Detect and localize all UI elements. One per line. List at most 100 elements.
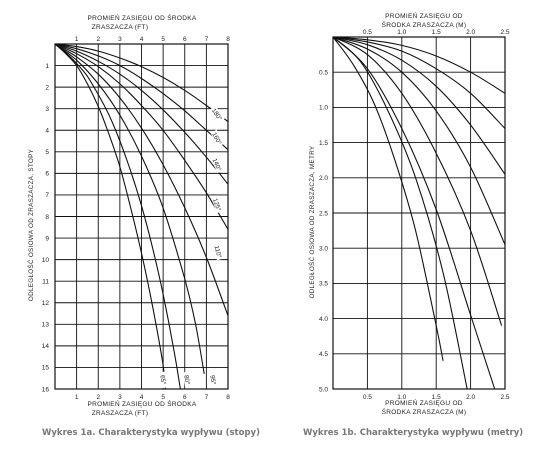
angle-label: 160°	[210, 129, 225, 148]
y-tick-label: 1	[45, 63, 49, 70]
trajectory-curve	[54, 43, 229, 230]
x-tick-label-bottom: 2	[96, 394, 100, 401]
x-tick-label-top: 2.5	[500, 29, 509, 36]
trajectory-curve	[332, 36, 468, 390]
trajectory-curve	[332, 36, 496, 390]
feet-top-axis-label-line2: ZRASZACZA (FT)	[92, 24, 149, 31]
x-tick-label-top: 5	[161, 36, 165, 43]
x-tick-label-bottom: 5	[161, 394, 165, 401]
x-tick-label-bottom: 3	[118, 394, 122, 401]
meters-y-axis-label: ODLEGŁOŚĆ OSIOWA OD ZRASZACZA, METRY	[307, 145, 316, 298]
y-tick-label: 4	[45, 128, 49, 135]
angle-label-bg	[211, 195, 224, 214]
angle-label-bg	[208, 371, 219, 389]
x-tick-label-bottom: 0.5	[363, 394, 372, 401]
trajectory-curve	[332, 36, 506, 245]
y-tick-label: 11	[42, 278, 49, 285]
x-tick-label-top: 8	[226, 36, 230, 43]
meters-ticks: 0.5 0.5 1.0 1.0 1.5 1.5 2.0 2.0 2.5 2.5 0.5 1.0 1.5 2…	[319, 29, 510, 401]
trajectory-curve	[54, 43, 181, 390]
y-tick-label: 4.5	[319, 351, 328, 358]
y-tick-label: 1.0	[319, 105, 328, 112]
x-tick-label-top: 4	[140, 36, 144, 43]
x-tick-label-bottom: 2.0	[466, 394, 475, 401]
chart-meters: PROMIEŃ ZASIĘGU OD ŚRODKA ZRASZACZA (M) …	[307, 11, 510, 416]
feet-bottom-axis-label-line1: PROMIEŃ ZASIĘGU OD ŚRODKA	[88, 399, 197, 408]
x-tick-label-top: 2	[96, 36, 100, 43]
angle-label: 180°	[209, 105, 225, 123]
angle-label: 95°	[208, 371, 219, 389]
y-tick-label: 5	[45, 149, 49, 156]
feet-y-axis-label: ODLEGŁOŚĆ OSIOWA OD ZRASZACZA, STOPY	[26, 148, 35, 301]
trajectory-curve	[332, 36, 506, 129]
trajectory-curve	[332, 36, 503, 326]
y-tick-label: 10	[42, 257, 50, 264]
x-tick-label-bottom: 2.5	[500, 394, 509, 401]
angle-label-text: 110°	[213, 245, 224, 260]
trajectory-curve	[54, 43, 205, 374]
feet-grid	[54, 43, 229, 390]
x-tick-label-bottom: 6	[183, 394, 187, 401]
x-tick-label-top: 0.5	[363, 29, 372, 36]
feet-chart-caption: Wykres 1a. Charakterystyka wypływu (stop…	[42, 428, 260, 438]
trajectory-curve	[332, 36, 506, 175]
angle-label-text: 65°	[158, 375, 167, 386]
x-tick-label-bottom: 7	[205, 394, 209, 401]
y-tick-label: 2	[45, 84, 49, 91]
angle-label-bg	[213, 243, 224, 261]
y-tick-label: 7	[45, 192, 49, 199]
x-tick-label-top: 1.5	[432, 29, 441, 36]
feet-bottom-axis-label-line2: ZRASZACZA (FT)	[92, 410, 149, 417]
y-tick-label: 2.5	[319, 210, 328, 217]
trajectory-curve	[54, 43, 229, 151]
x-tick-label-top: 6	[183, 36, 187, 43]
y-tick-label: 16	[42, 386, 50, 393]
x-tick-label-bottom: 1	[75, 394, 79, 401]
y-tick-label: 1.5	[319, 140, 328, 147]
angle-label: 65°	[158, 371, 169, 389]
chart-feet: PROMIEŃ ZASIĘGU OD ŚRODKA ZRASZACZA (FT)…	[26, 13, 230, 417]
x-tick-label-top: 7	[205, 36, 209, 43]
y-tick-label: 3.0	[319, 246, 328, 253]
x-tick-label-bottom: 8	[226, 394, 230, 401]
angle-label: 110°	[213, 243, 224, 261]
angle-label-bg	[210, 155, 224, 174]
meters-chart-caption: Wykres 1b. Charakterystyka wypływu (metr…	[303, 428, 524, 438]
meters-top-axis-label-line1: PROMIEŃ ZASIĘGU OD	[385, 11, 463, 20]
meters-bottom-axis-label-line2: ŚRODKA ZRASZACZA (M)	[382, 407, 467, 416]
feet-top-axis-label-line1: PROMIEŃ ZASIĘGU OD ŚRODKA	[88, 13, 197, 22]
trajectory-curve	[54, 43, 229, 185]
y-tick-label: 2.0	[319, 175, 328, 182]
y-tick-label: 6	[45, 171, 49, 178]
x-tick-label-bottom: 1.0	[397, 394, 406, 401]
feet-curves	[54, 43, 229, 390]
y-tick-label: 4.0	[319, 316, 328, 323]
trajectory-curve	[54, 43, 166, 390]
angle-label: 125°	[211, 195, 224, 214]
meters-curves	[332, 36, 506, 390]
x-tick-label-top: 3	[118, 36, 122, 43]
y-tick-label: 0.5	[319, 70, 328, 77]
meters-grid	[332, 36, 506, 390]
trajectory-curve	[54, 43, 229, 123]
y-tick-label: 3	[45, 106, 49, 113]
angle-label-text: 95°	[208, 374, 218, 385]
trajectory-curve	[54, 43, 229, 316]
y-tick-label: 15	[42, 365, 50, 372]
angle-label-bg	[158, 371, 169, 389]
angle-label: 80°	[182, 371, 193, 389]
trajectory-curve	[332, 36, 506, 94]
meters-top-axis-label-line2: ŚRODKA ZRASZACZA (M)	[382, 20, 467, 29]
y-tick-label: 14	[42, 343, 50, 350]
x-tick-label-top: 1.0	[397, 29, 406, 36]
y-tick-label: 13	[42, 322, 50, 329]
meters-bottom-axis-label-line1: PROMIEŃ ZASIĘGU OD	[385, 398, 463, 407]
x-tick-label-bottom: 4	[140, 394, 144, 401]
angle-label-bg	[210, 129, 225, 148]
x-tick-label-top: 2.0	[466, 29, 475, 36]
x-tick-label-top: 1	[75, 36, 79, 43]
y-tick-label: 8	[45, 214, 49, 221]
angle-label-text: 80°	[182, 374, 192, 385]
y-tick-label: 12	[42, 300, 50, 307]
